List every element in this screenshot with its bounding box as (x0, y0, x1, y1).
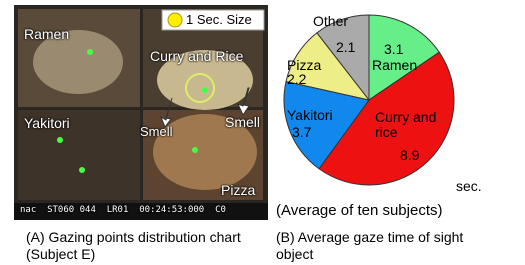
photo-label: Curry and Rice (150, 48, 243, 64)
slice-name: Other (313, 14, 348, 29)
unit-label: sec. (456, 179, 482, 194)
gaze-point (87, 49, 93, 55)
timestamp: nac ST060 044 LR01 00:24:53:000 C0 (20, 205, 226, 215)
slice-name: Ramen (372, 58, 417, 73)
photo-legend: 1 Sec. Size (186, 12, 252, 27)
slice-value: 3.7 (292, 125, 311, 140)
figure: Ramen Curry and Rice Smell Smell Yakitor… (0, 0, 525, 265)
legend-circle (168, 13, 182, 27)
gaze-point (79, 167, 85, 173)
pie-chart (284, 15, 454, 185)
caption: (B) Average gaze time of sight object (276, 229, 491, 263)
slice-value: 2.2 (287, 72, 306, 87)
slice-value: 3.1 (384, 42, 403, 57)
gaze-point (57, 137, 63, 143)
photo-label: Smell (225, 114, 260, 130)
slice-name: Curry and rice (375, 110, 455, 140)
gaze-point (202, 87, 208, 93)
caption: (A) Gazing points distribution chart (Su… (26, 229, 256, 263)
slice-name: Yakitori (287, 108, 333, 123)
photo-label: Ramen (24, 26, 69, 42)
photo-label: Pizza (221, 182, 255, 198)
slice-value: 2.1 (336, 40, 355, 55)
chart-note: (Average of ten subjects) (276, 203, 442, 218)
gaze-point (192, 147, 198, 153)
photo-label: Smell (140, 124, 173, 139)
photo-label: Yakitori (24, 115, 70, 131)
slice-value: 8.9 (400, 148, 419, 163)
